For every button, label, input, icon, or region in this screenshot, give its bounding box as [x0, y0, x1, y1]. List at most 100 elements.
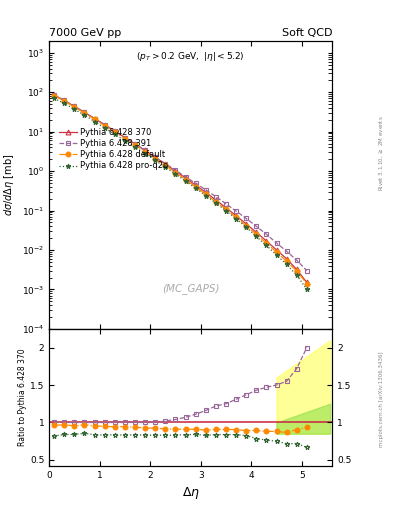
Pythia 6.428 pro-q2o [52, 95, 57, 101]
Pythia 6.428 default [153, 156, 158, 162]
Pythia 6.428 370 [213, 197, 218, 203]
Pythia 6.428 370 [193, 182, 198, 188]
Pythia 6.428 391 [123, 135, 127, 141]
Pythia 6.428 370 [72, 103, 77, 110]
Pythia 6.428 391 [264, 231, 269, 238]
Pythia 6.428 default [264, 240, 269, 246]
Pythia 6.428 pro-q2o [62, 100, 67, 106]
Y-axis label: Ratio to Pythia 6.428 370: Ratio to Pythia 6.428 370 [18, 349, 27, 446]
Pythia 6.428 pro-q2o [112, 131, 117, 137]
Pythia 6.428 pro-q2o [82, 112, 87, 118]
Text: mcplots.cern.ch [arXiv:1306.3436]: mcplots.cern.ch [arXiv:1306.3436] [379, 352, 384, 447]
Pythia 6.428 391 [204, 187, 208, 193]
Pythia 6.428 default [305, 281, 309, 287]
Pythia 6.428 pro-q2o [183, 178, 188, 184]
Pythia 6.428 370 [244, 221, 248, 227]
Text: 7000 GeV pp: 7000 GeV pp [49, 28, 121, 38]
Pythia 6.428 370 [254, 229, 259, 236]
Pythia 6.428 pro-q2o [213, 200, 218, 206]
Pythia 6.428 default [112, 129, 117, 135]
Pythia 6.428 default [52, 93, 57, 99]
Pythia 6.428 pro-q2o [305, 286, 309, 292]
X-axis label: $\Delta\eta$: $\Delta\eta$ [182, 485, 200, 501]
Pythia 6.428 370 [305, 280, 309, 286]
Pythia 6.428 370 [133, 141, 138, 147]
Pythia 6.428 370 [112, 128, 117, 134]
Pythia 6.428 370 [153, 154, 158, 160]
Pythia 6.428 370 [264, 238, 269, 244]
Pythia 6.428 default [143, 148, 147, 155]
Pythia 6.428 370 [92, 116, 97, 122]
Pythia 6.428 pro-q2o [264, 242, 269, 248]
Pythia 6.428 pro-q2o [143, 151, 147, 157]
Pythia 6.428 default [244, 223, 248, 229]
Pythia 6.428 370 [274, 247, 279, 253]
Pythia 6.428 pro-q2o [274, 252, 279, 258]
Pythia 6.428 391 [274, 240, 279, 246]
Pythia 6.428 391 [294, 257, 299, 263]
Pythia 6.428 default [224, 206, 228, 212]
Pythia 6.428 default [102, 122, 107, 129]
Pythia 6.428 pro-q2o [102, 125, 107, 131]
Pythia 6.428 391 [133, 141, 138, 147]
Pythia 6.428 370 [52, 92, 57, 98]
Pythia 6.428 391 [173, 167, 178, 174]
Pythia 6.428 391 [163, 161, 168, 167]
Pythia 6.428 pro-q2o [284, 261, 289, 267]
Pythia 6.428 370 [284, 255, 289, 262]
Pythia 6.428 391 [193, 180, 198, 186]
Pythia 6.428 default [294, 268, 299, 274]
Pythia 6.428 pro-q2o [254, 233, 259, 240]
Pythia 6.428 default [254, 231, 259, 238]
Pythia 6.428 391 [284, 248, 289, 254]
Pythia 6.428 391 [143, 147, 147, 154]
Pythia 6.428 391 [244, 216, 248, 222]
Pythia 6.428 370 [294, 266, 299, 272]
Pythia 6.428 pro-q2o [92, 119, 97, 125]
Pythia 6.428 370 [204, 189, 208, 196]
Pythia 6.428 391 [224, 201, 228, 207]
Pythia 6.428 370 [224, 205, 228, 211]
Pythia 6.428 pro-q2o [72, 106, 77, 112]
Pythia 6.428 pro-q2o [173, 171, 178, 177]
Pythia 6.428 391 [92, 116, 97, 122]
Pythia 6.428 pro-q2o [133, 144, 138, 150]
Pythia 6.428 391 [183, 174, 188, 180]
Pythia 6.428 default [274, 249, 279, 255]
Text: Soft QCD: Soft QCD [282, 28, 332, 38]
Pythia 6.428 pro-q2o [294, 272, 299, 278]
Text: (MC_GAPS): (MC_GAPS) [162, 283, 219, 294]
Pythia 6.428 391 [102, 122, 107, 128]
Pythia 6.428 default [133, 142, 138, 148]
Pythia 6.428 370 [82, 109, 87, 115]
Pythia 6.428 370 [183, 175, 188, 181]
Pythia 6.428 391 [62, 97, 67, 103]
Y-axis label: $d\sigma/d\Delta\eta\ \mathrm{[mb]}$: $d\sigma/d\Delta\eta\ \mathrm{[mb]}$ [2, 154, 16, 216]
Pythia 6.428 370 [143, 147, 147, 154]
Pythia 6.428 default [62, 98, 67, 104]
Pythia 6.428 default [123, 136, 127, 142]
Pythia 6.428 default [163, 162, 168, 168]
Pythia 6.428 default [234, 215, 239, 221]
Pythia 6.428 391 [72, 103, 77, 110]
Pythia 6.428 default [92, 116, 97, 122]
Pythia 6.428 default [213, 199, 218, 205]
Pythia 6.428 default [82, 110, 87, 116]
Pythia 6.428 370 [163, 161, 168, 167]
Pythia 6.428 default [173, 169, 178, 176]
Pythia 6.428 default [193, 184, 198, 190]
Pythia 6.428 391 [153, 154, 158, 160]
Pythia 6.428 391 [82, 109, 87, 115]
Pythia 6.428 pro-q2o [163, 164, 168, 170]
Legend: Pythia 6.428 370, Pythia 6.428 391, Pythia 6.428 default, Pythia 6.428 pro-q2o: Pythia 6.428 370, Pythia 6.428 391, Pyth… [56, 126, 171, 173]
Pythia 6.428 370 [123, 135, 127, 141]
Pythia 6.428 391 [234, 208, 239, 214]
Pythia 6.428 default [284, 258, 289, 264]
Pythia 6.428 default [72, 104, 77, 110]
Text: $(p_T > 0.2\ \mathrm{GeV},\ |\eta| < 5.2)$: $(p_T > 0.2\ \mathrm{GeV},\ |\eta| < 5.2… [136, 50, 245, 62]
Text: Rivet 3.1.10, $\geq$ 2M events: Rivet 3.1.10, $\geq$ 2M events [377, 116, 385, 191]
Pythia 6.428 391 [112, 128, 117, 134]
Pythia 6.428 pro-q2o [244, 224, 248, 230]
Pythia 6.428 pro-q2o [193, 185, 198, 191]
Pythia 6.428 370 [62, 97, 67, 103]
